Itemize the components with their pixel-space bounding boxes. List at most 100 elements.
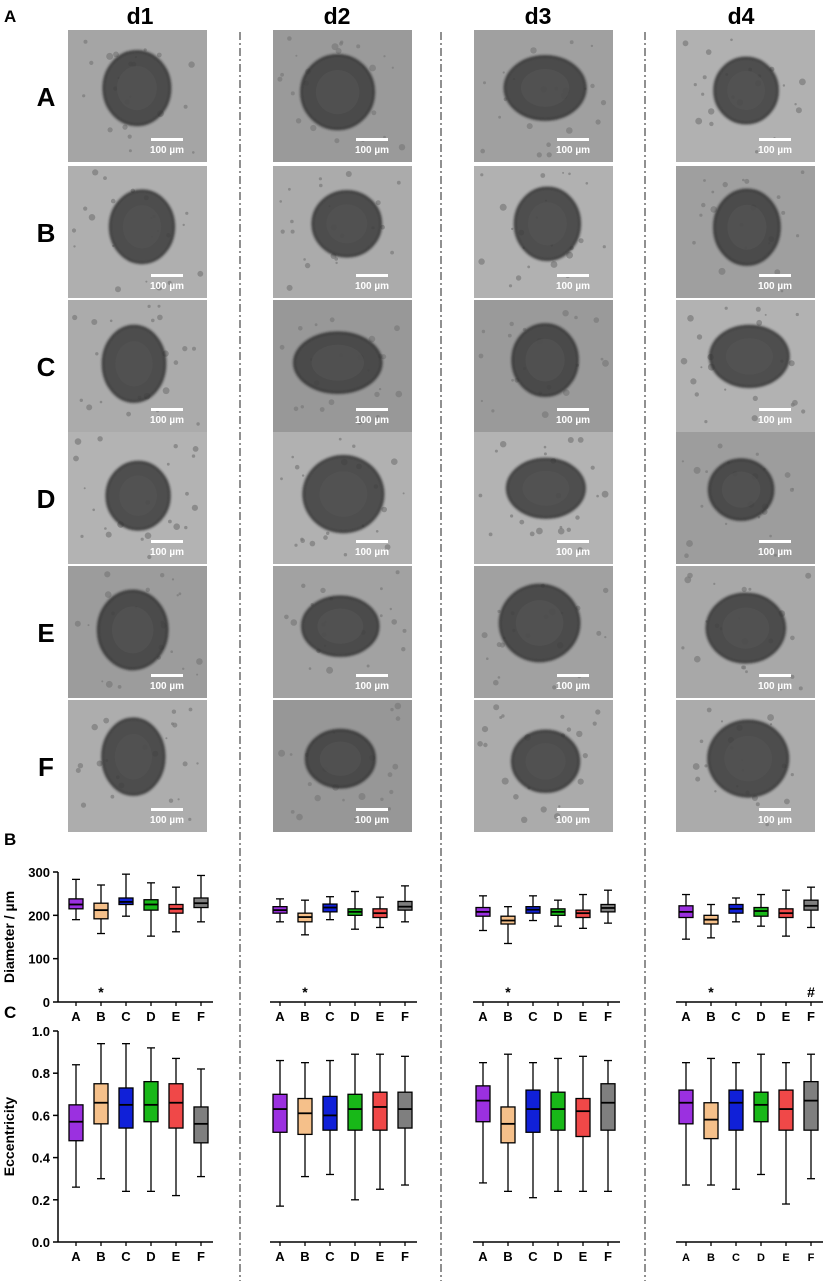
- cell-debris: [151, 318, 155, 323]
- cell-debris: [696, 334, 703, 340]
- spheroid-core: [727, 204, 767, 250]
- cell-debris: [553, 813, 561, 820]
- cell-debris: [755, 802, 760, 807]
- cell-debris: [356, 44, 361, 49]
- box-d1-b: [93, 884, 109, 935]
- cell-debris: [384, 544, 391, 550]
- cell-debris: [596, 630, 602, 636]
- cell-debris: [173, 444, 178, 449]
- cell-debris: [196, 658, 203, 665]
- scale-bar-label: 100 µm: [758, 415, 792, 426]
- cell-debris: [497, 609, 501, 614]
- cell-debris: [764, 313, 767, 316]
- spheroid-core: [114, 733, 152, 780]
- scale-bar: [759, 138, 791, 141]
- box-d2-f: [397, 885, 413, 923]
- cell-debris: [92, 169, 99, 176]
- micrograph-e-d1: 100 µm: [68, 566, 207, 698]
- cell-debris: [162, 387, 170, 395]
- x-tick-label: F: [401, 1249, 409, 1264]
- cell-debris: [527, 265, 531, 269]
- cell-debris: [751, 415, 758, 422]
- cell-debris: [318, 177, 322, 181]
- x-tick-label: E: [172, 1009, 181, 1024]
- x-tick-label: A: [478, 1009, 488, 1024]
- scale-bar: [356, 274, 388, 277]
- cell-debris: [480, 173, 484, 177]
- box-d3-f: [600, 889, 616, 924]
- x-tick-label: F: [604, 1009, 612, 1024]
- cell-debris: [290, 219, 294, 224]
- cell-debris: [381, 506, 388, 513]
- cell-debris: [562, 171, 565, 174]
- cell-debris: [552, 685, 557, 690]
- cell-debris: [493, 679, 499, 686]
- micrograph-e-d4: 100 µm: [676, 566, 815, 698]
- micrograph-a-d4: 100 µm: [676, 30, 815, 162]
- spheroid-core: [319, 741, 361, 776]
- x-tick-label: D: [553, 1009, 562, 1024]
- x-tick-label: E: [172, 1249, 181, 1264]
- cell-debris: [501, 714, 505, 718]
- x-tick-label: E: [579, 1249, 588, 1264]
- cell-debris: [145, 280, 148, 283]
- cell-debris: [176, 594, 179, 597]
- box-d2-e: [372, 1053, 388, 1190]
- cell-debris: [559, 525, 563, 529]
- x-tick-label: D: [350, 1009, 359, 1024]
- y-tick-label: 300: [28, 865, 50, 880]
- cell-debris: [513, 794, 519, 800]
- cell-debris: [577, 437, 584, 443]
- cell-debris: [491, 409, 495, 413]
- cell-debris: [183, 104, 188, 109]
- y-tick-label: 0.8: [32, 1066, 50, 1081]
- spheroid-core: [522, 470, 570, 506]
- y-tick-label: 1.0: [32, 1024, 50, 1039]
- box-d2-c: [322, 1059, 338, 1176]
- cell-debris: [380, 797, 384, 801]
- spheroid-core: [317, 608, 364, 644]
- micrograph-d-d3: 100 µm: [474, 432, 613, 564]
- cell-debris: [500, 441, 507, 448]
- cell-debris: [790, 674, 795, 679]
- x-tick-label: C: [325, 1249, 335, 1264]
- cell-debris: [541, 411, 549, 418]
- cell-debris: [91, 723, 98, 731]
- cell-debris: [748, 587, 752, 591]
- cell-debris: [74, 620, 81, 627]
- cell-debris: [494, 449, 498, 453]
- cell-debris: [184, 525, 188, 530]
- cell-debris: [566, 727, 572, 732]
- box-iqr: [753, 1091, 769, 1123]
- micrograph-a-d1: 100 µm: [68, 30, 207, 162]
- cell-debris: [582, 753, 588, 759]
- cell-debris: [596, 494, 599, 498]
- cell-debris: [296, 813, 303, 821]
- cell-debris: [745, 670, 748, 674]
- cell-debris: [592, 721, 597, 726]
- cell-debris: [301, 583, 306, 588]
- cell-debris: [757, 515, 761, 519]
- cell-debris: [156, 52, 162, 58]
- cell-debris: [519, 519, 525, 525]
- cell-debris: [550, 261, 558, 268]
- cell-debris: [380, 587, 383, 591]
- box-d2-b: [297, 899, 313, 936]
- cell-debris: [600, 100, 607, 106]
- panel-label-a: A: [4, 7, 16, 26]
- cell-debris: [280, 477, 283, 481]
- x-tick-label: C: [325, 1009, 335, 1024]
- cell-debris: [724, 522, 728, 526]
- box-iqr: [93, 1083, 109, 1125]
- cell-debris: [115, 286, 121, 293]
- box-d2-e: [372, 896, 388, 929]
- cell-debris: [709, 121, 714, 127]
- cell-debris: [684, 553, 689, 558]
- box-iqr: [475, 1085, 491, 1123]
- cell-debris: [510, 514, 514, 518]
- cell-debris: [394, 702, 402, 710]
- cell-debris: [339, 41, 343, 46]
- cell-debris: [687, 315, 694, 322]
- scale-bar: [759, 808, 791, 811]
- cell-debris: [389, 789, 394, 795]
